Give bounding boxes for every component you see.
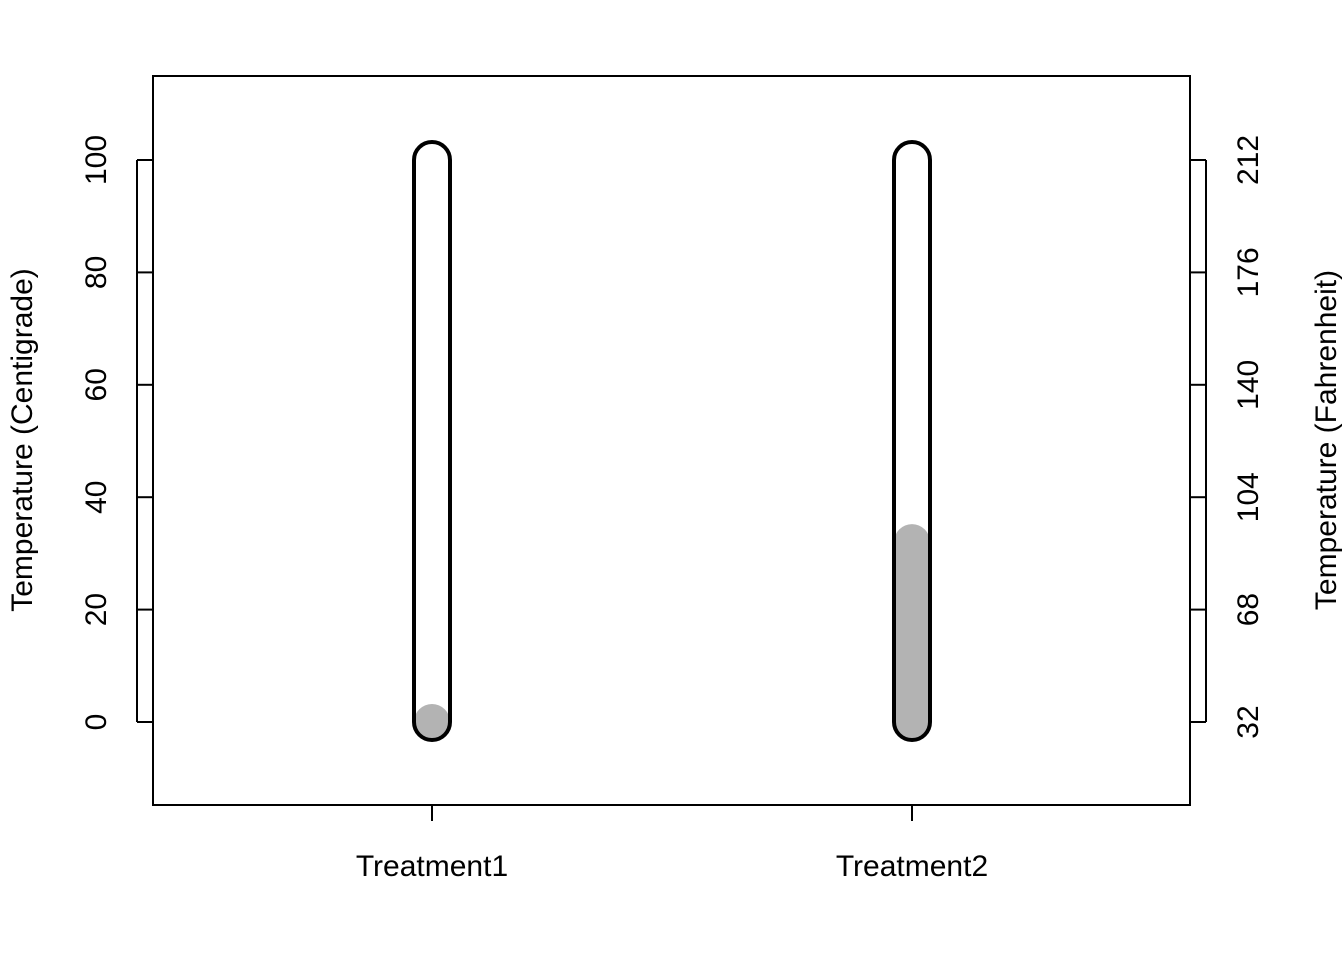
- right-y-axis: 32 68 104 140 176 212: [1190, 135, 1265, 739]
- x-tick-label: Treatment2: [836, 850, 988, 883]
- left-tick-label: 40: [80, 481, 113, 514]
- thermometer-marks: [412, 140, 932, 742]
- left-tick-label: 60: [80, 368, 113, 401]
- x-tick-label: Treatment1: [356, 850, 508, 883]
- right-tick-label: 140: [1232, 360, 1265, 410]
- thermometer-tube: [412, 140, 452, 742]
- left-tick-label: 20: [80, 593, 113, 626]
- left-tick-label: 0: [80, 714, 113, 731]
- right-tick-label: 104: [1232, 472, 1265, 522]
- left-tick-label: 100: [80, 135, 113, 185]
- left-y-axis: 0 20 40 60 80 100: [80, 135, 153, 730]
- thermometer-treatment1: [412, 140, 452, 742]
- thermometer-tube: [892, 140, 932, 742]
- mercury-fill: [894, 524, 930, 740]
- plot-frame: [152, 75, 1191, 806]
- left-tick-label: 80: [80, 256, 113, 289]
- x-axis: Treatment1 Treatment2: [356, 805, 988, 883]
- thermometer-treatment2: [892, 140, 932, 742]
- y-axis-title-right: Temperature (Fahrenheit): [1310, 270, 1343, 610]
- right-tick-label: 32: [1232, 705, 1265, 738]
- right-tick-label: 68: [1232, 593, 1265, 626]
- y-axis-title-left: Temperature (Centigrade): [6, 268, 39, 612]
- right-tick-label: 176: [1232, 247, 1265, 297]
- right-tick-label: 212: [1232, 135, 1265, 185]
- mercury-fill: [414, 704, 450, 740]
